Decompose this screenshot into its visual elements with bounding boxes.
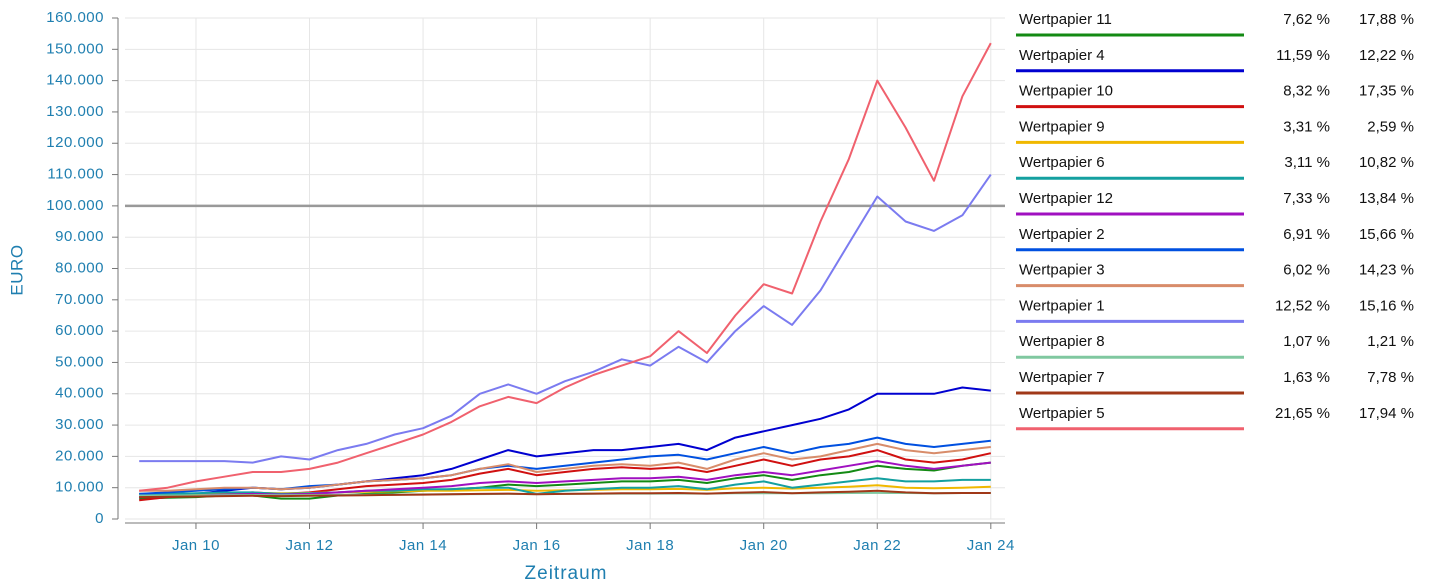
series-line: [139, 442, 991, 492]
legend-name: Wertpapier 11: [1019, 11, 1112, 28]
legend-name: Wertpapier 8: [1019, 333, 1105, 350]
x-tick-label: Jan 22: [853, 537, 901, 554]
legend-stat: 17,35 %: [1359, 83, 1414, 100]
y-tick-label: 70.000: [55, 291, 104, 308]
series-line: [139, 489, 991, 499]
legend-stat: 1,07 %: [1283, 333, 1330, 350]
x-tick-label: Jan 20: [740, 537, 788, 554]
legend-stat: 8,32 %: [1283, 83, 1330, 100]
y-tick-label: 120.000: [46, 134, 104, 151]
y-tick-label: 140.000: [46, 72, 104, 89]
y-tick-label: 30.000: [55, 416, 104, 433]
legend-name: Wertpapier 3: [1019, 262, 1105, 279]
legend-stat: 12,52 %: [1275, 297, 1330, 314]
x-tick-label: Jan 12: [285, 537, 333, 554]
legend-stat: 15,66 %: [1359, 226, 1414, 243]
x-tick-label: Jan 18: [626, 537, 674, 554]
y-tick-label: 100.000: [46, 197, 104, 214]
y-tick-label: 10.000: [55, 479, 104, 496]
legend-stat: 11,59 %: [1276, 47, 1330, 64]
x-tick-label: Jan 16: [513, 537, 561, 554]
legend-stat: 1,21 %: [1367, 333, 1414, 350]
legend-stat: 7,62 %: [1283, 11, 1330, 28]
legend-name: Wertpapier 12: [1019, 190, 1113, 207]
y-tick-label: 130.000: [46, 103, 104, 120]
x-axis-title: Zeitraum: [525, 563, 608, 583]
legend-name: Wertpapier 5: [1019, 405, 1105, 422]
x-tick-label: Jan 10: [172, 537, 220, 554]
legend-stat: 17,88 %: [1359, 11, 1414, 28]
x-tick-label: Jan 14: [399, 537, 447, 554]
legend-stat: 12,22 %: [1359, 47, 1414, 64]
legend-stat: 3,11 %: [1284, 154, 1330, 171]
x-tick-label: Jan 24: [967, 537, 1015, 554]
y-tick-label: 20.000: [55, 447, 104, 464]
legend-stat: 15,16 %: [1359, 297, 1414, 314]
legend-name: Wertpapier 2: [1019, 226, 1105, 243]
y-tick-label: 50.000: [55, 353, 104, 370]
legend-stat: 10,82 %: [1359, 154, 1414, 171]
legend-stat: 3,31 %: [1283, 118, 1330, 135]
series-line: [139, 42, 992, 492]
series-line: [139, 461, 991, 500]
y-tick-label: 90.000: [55, 228, 104, 245]
legend-stat: 17,94 %: [1359, 405, 1414, 422]
legend-name: Wertpapier 1: [1019, 297, 1105, 314]
legend-name: Wertpapier 9: [1019, 118, 1105, 135]
series-line: [139, 174, 992, 464]
y-tick-label: 160.000: [46, 9, 104, 26]
y-tick-label: 40.000: [55, 385, 104, 402]
legend-stat: 7,78 %: [1367, 369, 1414, 386]
legend-stat: 13,84 %: [1359, 190, 1414, 207]
legend-name: Wertpapier 6: [1019, 154, 1105, 171]
legend-stat: 7,33 %: [1283, 190, 1330, 207]
legend-name: Wertpapier 4: [1019, 47, 1105, 64]
legend-stat: 14,23 %: [1359, 262, 1414, 279]
legend-stat: 2,59 %: [1367, 118, 1414, 135]
y-tick-label: 150.000: [46, 40, 104, 57]
y-tick-label: 110.000: [47, 166, 104, 183]
legend-name: Wertpapier 10: [1019, 83, 1113, 100]
legend-stat: 6,91 %: [1283, 226, 1330, 243]
y-tick-label: 0: [95, 510, 104, 527]
y-axis-title: EURO: [7, 244, 26, 295]
y-tick-label: 60.000: [55, 322, 104, 339]
legend-stat: 21,65 %: [1275, 405, 1330, 422]
legend-name: Wertpapier 7: [1019, 369, 1105, 386]
y-tick-label: 80.000: [55, 259, 104, 276]
legend-stat: 1,63 %: [1283, 369, 1330, 386]
legend-stat: 6,02 %: [1283, 262, 1330, 279]
